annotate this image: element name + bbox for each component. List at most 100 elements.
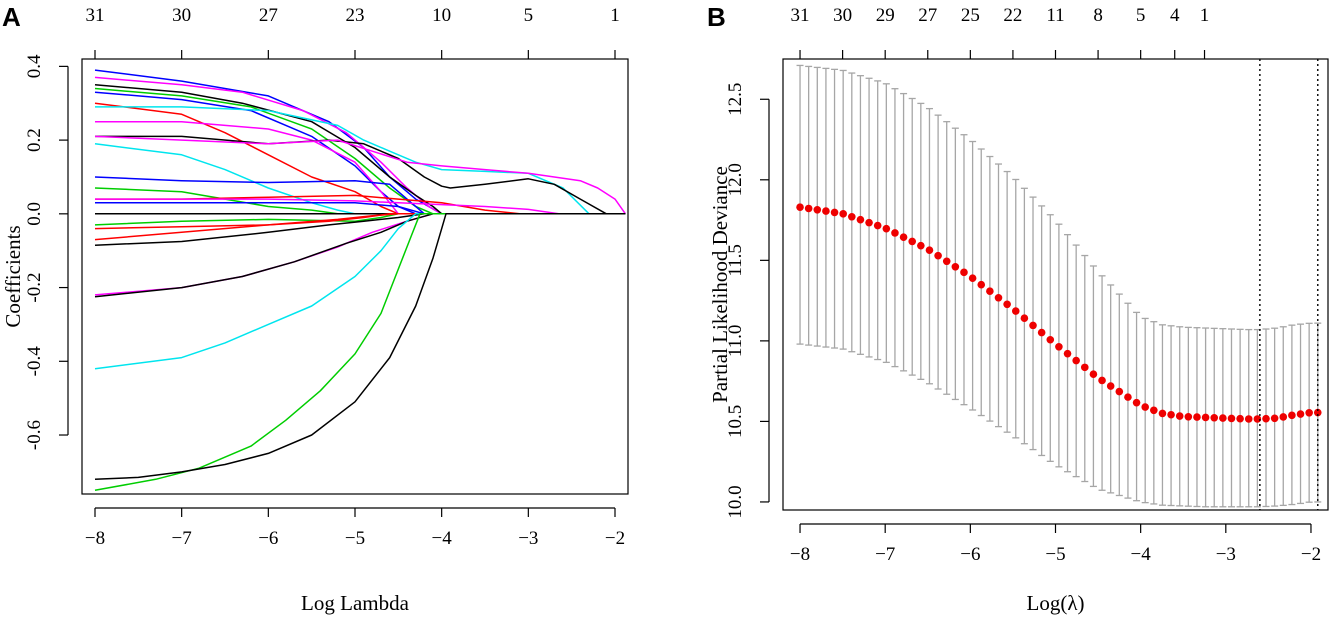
deviance-point [1115, 387, 1124, 396]
x-tick-label: −3 [518, 528, 538, 549]
coefficient-path-v5 [94, 91, 626, 215]
deviance-point [1227, 414, 1236, 423]
deviance-point [1029, 321, 1037, 330]
coefficient-path-v10 [94, 135, 627, 215]
y-tick-label: 11.5 [725, 244, 746, 277]
top-tick-label: 23 [346, 5, 365, 26]
deviance-point [1098, 376, 1106, 385]
coefficient-path-v14 [95, 194, 626, 215]
deviance-point [804, 204, 813, 213]
deviance-point [873, 221, 882, 230]
top-tick-label: 27 [259, 5, 278, 26]
x-tick-label: −2 [1301, 544, 1321, 565]
deviance-point [830, 208, 839, 217]
y-tick-label: 12.5 [725, 83, 746, 116]
deviance-point [942, 257, 951, 266]
deviance-point [1279, 413, 1288, 421]
coefficient-path-v26 [94, 213, 626, 481]
x-tick-label: −2 [605, 528, 625, 549]
y-tick-label: 10.5 [725, 405, 746, 438]
deviance-point [865, 218, 873, 227]
top-tick-label: 1 [610, 5, 620, 26]
deviance-point [1270, 414, 1279, 423]
coefficient-path-v20 [94, 213, 626, 241]
top-tick-label: 1 [1200, 5, 1210, 26]
coefficient-lines [94, 69, 627, 492]
x-tick-label: −8 [790, 544, 810, 565]
x-tick-label: −5 [1045, 544, 1065, 565]
deviance-point [1305, 409, 1313, 417]
top-tick-label: 31 [86, 5, 105, 26]
x-tick-label: −3 [1216, 544, 1236, 565]
deviance-point [796, 203, 804, 211]
deviance-point [899, 233, 908, 241]
x-tick-label: −6 [960, 544, 980, 565]
deviance-point [968, 274, 977, 282]
coefficient-path-v12 [94, 176, 626, 215]
top-tick-label: 5 [1136, 5, 1146, 26]
deviance-point [1193, 413, 1201, 421]
deviance-point [1296, 410, 1305, 418]
top-tick-label: 29 [876, 5, 895, 26]
coefficient-path-v24 [94, 213, 626, 370]
deviance-point [1236, 414, 1244, 423]
top-tick-label: 30 [833, 5, 852, 26]
top-tick-label: 8 [1093, 5, 1103, 26]
deviance-point [856, 215, 865, 224]
deviance-point [908, 237, 917, 246]
deviance-point [1020, 314, 1029, 323]
deviance-point [1262, 414, 1270, 423]
top-tick-label: 31 [791, 5, 810, 26]
deviance-point [1106, 382, 1115, 390]
deviance-point [1072, 356, 1080, 365]
deviance-point [1046, 335, 1055, 344]
deviance-point [1003, 300, 1011, 309]
y-tick-label: -0.2 [24, 273, 45, 303]
top-tick-label: 25 [961, 5, 980, 26]
deviance-point [1210, 413, 1219, 422]
y-tick-label: -0.4 [24, 346, 45, 377]
deviance-point [882, 224, 891, 233]
deviance-point [1167, 410, 1175, 419]
y-tick-label: 10.0 [725, 485, 746, 518]
coefficient-path-v6 [94, 102, 626, 215]
deviance-point [1124, 393, 1132, 401]
panel-label: A [2, 2, 21, 32]
coefficient-path-v3 [94, 84, 626, 215]
deviance-point [1063, 349, 1072, 358]
deviance-point [1184, 412, 1193, 421]
plot-frame [782, 58, 1329, 511]
deviance-point [1089, 370, 1098, 379]
deviance-point [1141, 403, 1149, 411]
deviance-point [917, 241, 925, 250]
coefficient-path-v2 [94, 76, 626, 215]
deviance-point [1175, 412, 1184, 420]
x-axis-title: Log Lambda [301, 591, 410, 615]
x-tick-label: −4 [1131, 544, 1152, 565]
error-bars [796, 64, 1322, 508]
deviance-point [1201, 413, 1210, 422]
deviance-point [1011, 307, 1020, 315]
y-axis-title: Partial Likelihood Deviance [708, 166, 732, 403]
deviance-point [1037, 328, 1046, 337]
y-tick-label: 0.0 [24, 202, 45, 226]
x-tick-label: −6 [258, 528, 278, 549]
deviance-point [1313, 408, 1322, 417]
y-tick-label: 0.4 [24, 54, 45, 78]
top-tick-label: 5 [524, 5, 534, 26]
deviance-point [813, 205, 822, 214]
top-tick-label: 27 [918, 5, 937, 26]
deviance-point [925, 246, 934, 254]
y-tick-label: 0.2 [24, 128, 45, 152]
deviance-point [822, 207, 830, 215]
deviance-point [1244, 415, 1253, 423]
deviance-point [994, 293, 1003, 302]
deviance-point [1158, 409, 1167, 418]
y-tick-label: 12.0 [725, 163, 746, 196]
top-tick-label: 10 [432, 5, 451, 26]
y-axis-title: Coefficients [1, 225, 25, 327]
x-axis-title: Log(λ) [1027, 591, 1085, 615]
x-tick-label: −7 [875, 544, 895, 565]
top-tick-label: 30 [172, 5, 191, 26]
deviance-point [1080, 363, 1089, 372]
